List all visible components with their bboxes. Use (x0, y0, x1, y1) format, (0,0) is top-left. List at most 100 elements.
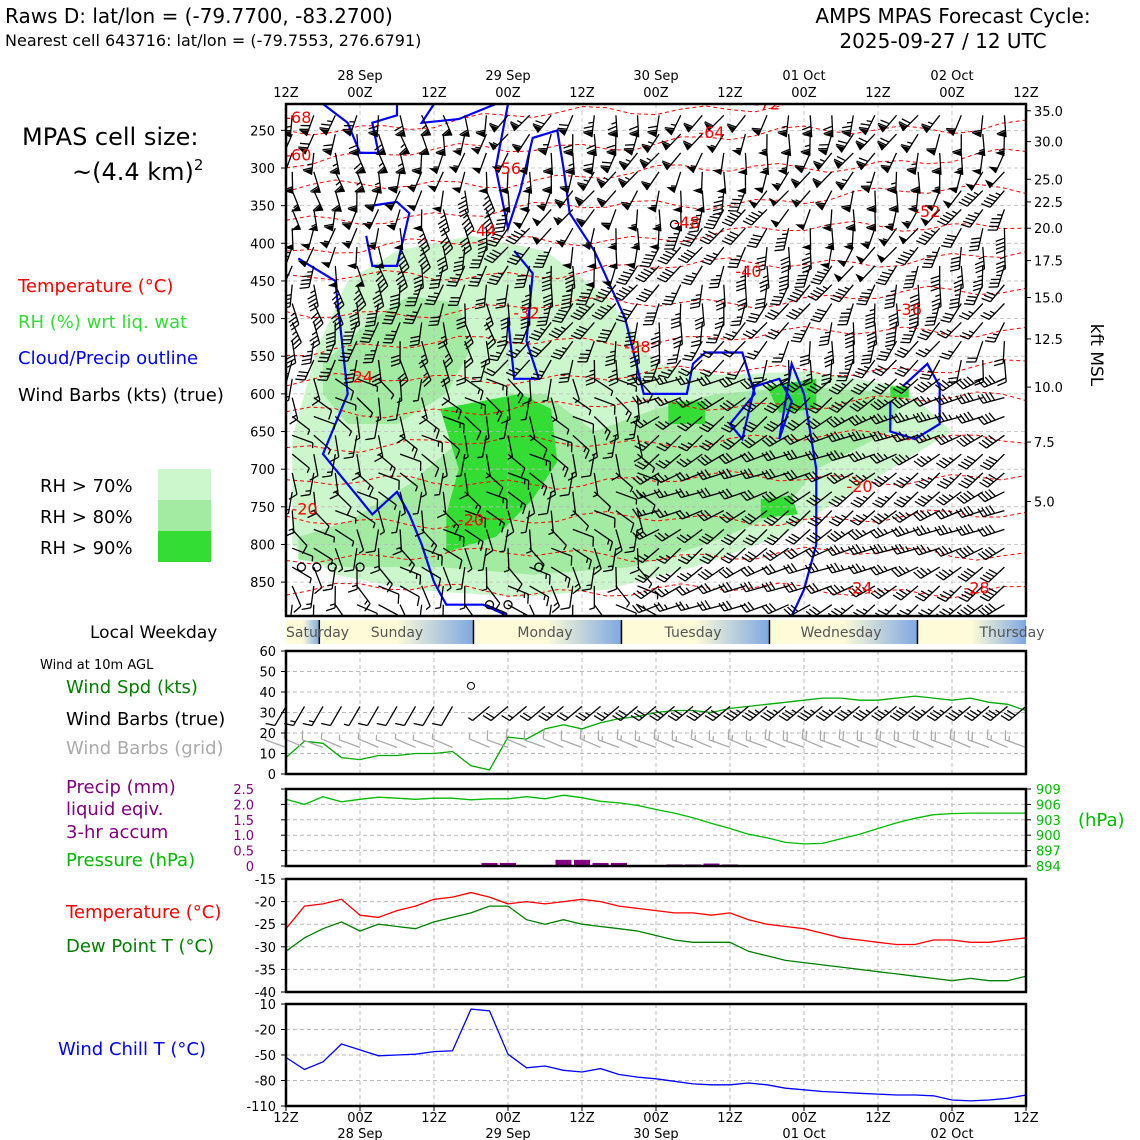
wind-barb (907, 190, 919, 213)
pressure-tick-label: 600 (250, 388, 275, 403)
wind-barb (437, 209, 450, 237)
barb-full (635, 530, 644, 538)
barb-half (968, 310, 974, 315)
wind-barb-true (593, 705, 620, 722)
wind-barb-grid (875, 729, 897, 748)
barb-half (884, 608, 890, 613)
wind-barb-grid (1004, 730, 1027, 749)
wind-barb-true (852, 705, 879, 722)
wind-barb (869, 452, 897, 464)
barb-half (861, 416, 867, 421)
barb-flag (574, 197, 584, 207)
barb-full (663, 299, 674, 302)
barb-full (521, 302, 531, 307)
barb-flag (880, 166, 890, 173)
barb-full (501, 715, 510, 722)
barb-full (662, 253, 672, 259)
pressure-tick-label: 650 (250, 426, 275, 441)
barb-full (683, 278, 693, 282)
wind-barb (916, 227, 941, 246)
barb-half (462, 214, 468, 219)
wind-barb (768, 190, 790, 207)
barb-full (468, 284, 478, 287)
barb-half (906, 495, 912, 500)
barb-staff (291, 566, 312, 579)
barb-full (583, 129, 593, 133)
barb-staff (513, 114, 531, 132)
wind-barb (486, 491, 508, 509)
calm-circle (669, 219, 680, 230)
barb-full (979, 577, 989, 583)
barb-half (370, 242, 376, 245)
barb-full (696, 602, 704, 611)
kft-tick-label: 35.0 (1034, 105, 1063, 120)
barb-full (489, 278, 499, 282)
barb-full (836, 155, 846, 162)
barb-full (897, 369, 907, 375)
barb-full (656, 558, 666, 564)
barb-half (548, 531, 554, 536)
barb-full (472, 376, 482, 379)
wind-barb (771, 171, 790, 192)
barb-full (658, 374, 669, 379)
barb-full (664, 126, 675, 130)
barb-full (575, 715, 584, 722)
barb-full (677, 558, 688, 565)
barb-staff (481, 435, 488, 458)
barb-full (654, 590, 663, 598)
wind-barb (915, 340, 941, 358)
wind-barb (488, 340, 509, 362)
barb-flag (346, 263, 357, 270)
barb-staff (334, 604, 349, 616)
barb-flag (821, 225, 831, 232)
barb-full (901, 118, 911, 124)
temperature-contour-4 (286, 220, 1026, 254)
barb-staff (291, 171, 294, 194)
barb-half (948, 569, 954, 574)
wind-barb (912, 544, 940, 556)
barb-full (292, 338, 301, 346)
barb-full (630, 523, 635, 533)
barb-half (557, 217, 563, 221)
barb-full (538, 316, 548, 319)
barb-full (704, 509, 712, 518)
wind-barb-grid (838, 729, 860, 748)
barb-full (657, 488, 664, 498)
barb-half (419, 252, 425, 257)
barb-full (747, 551, 757, 558)
barb-full (708, 730, 711, 740)
wind-barb (327, 265, 338, 288)
barb-half (905, 588, 911, 593)
barb-full (516, 278, 526, 281)
cloud-outline-3 (494, 104, 818, 616)
barb-staff (658, 209, 662, 232)
barb-half (408, 561, 413, 567)
barb-full (577, 299, 588, 302)
barb-full (908, 320, 919, 326)
barb-flag (310, 187, 321, 193)
barb-half (540, 327, 546, 331)
barb-full (295, 378, 305, 381)
wind-barb (718, 566, 746, 579)
barb-full (505, 386, 508, 397)
barb-full (608, 381, 618, 387)
wind-barb (855, 265, 876, 283)
barb-full (984, 605, 993, 613)
wind-barb (794, 152, 811, 174)
barb-half (663, 510, 668, 516)
barb-full (990, 278, 1001, 281)
wind-barb (637, 453, 656, 474)
barb-full (885, 293, 896, 298)
barb-staff (949, 303, 962, 323)
barb-full (607, 588, 617, 593)
barb-half (926, 527, 931, 533)
wind-barb (529, 472, 548, 496)
barb-full (765, 334, 775, 340)
barb-full (743, 582, 751, 591)
wind-barb (632, 395, 660, 405)
barb-full (977, 395, 984, 404)
barb-flag (620, 203, 631, 211)
barb-full (531, 333, 541, 338)
barb-staff (417, 491, 423, 514)
barb-full (903, 334, 913, 337)
